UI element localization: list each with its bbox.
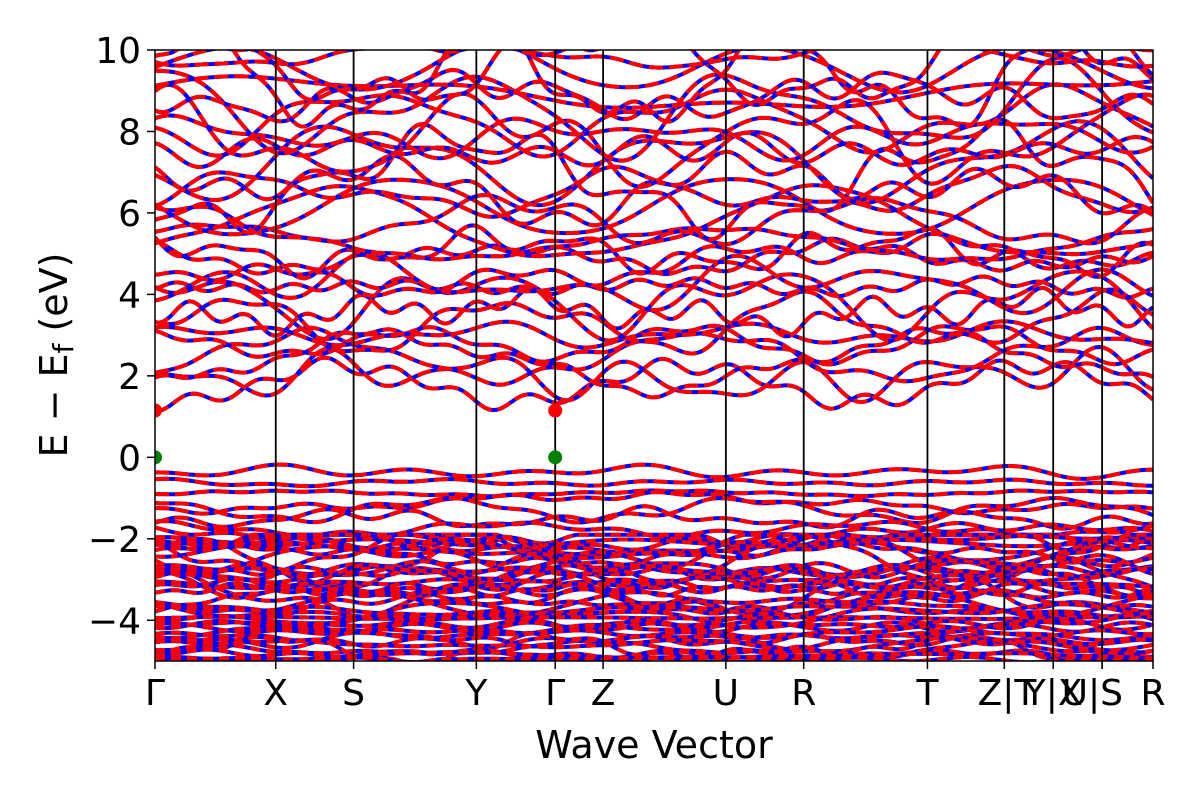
band-lines bbox=[155, 50, 1153, 661]
band-line-spin-down bbox=[155, 50, 1153, 95]
x-tick-label: X bbox=[263, 673, 288, 714]
band-line-spin-down bbox=[155, 344, 1153, 405]
x-tick-label: R bbox=[791, 673, 816, 714]
y-tick-label: 4 bbox=[118, 275, 141, 316]
band-line-spin-down bbox=[252, 50, 1153, 108]
band-line-spin-down bbox=[155, 192, 1153, 247]
band-line-spin-down bbox=[155, 504, 1153, 531]
x-tick-label: Γ bbox=[145, 673, 165, 714]
y-axis-label: E − Ef (eV) bbox=[32, 253, 80, 458]
band-line-spin-down bbox=[155, 323, 1153, 367]
x-tick-label: U bbox=[713, 673, 739, 714]
band-line-spin-down bbox=[155, 488, 1153, 499]
band-line-spin-down bbox=[155, 163, 1153, 219]
band-line-spin-down bbox=[155, 67, 1153, 124]
x-tick-label: R bbox=[1140, 673, 1165, 714]
band-line-spin-down bbox=[155, 495, 1153, 525]
y-tick-label: 6 bbox=[118, 194, 141, 235]
band-line-spin-down bbox=[155, 567, 1153, 620]
band-line-spin-down bbox=[155, 551, 1153, 581]
band-line-spin-down bbox=[155, 183, 1153, 259]
band-line-spin-down bbox=[155, 223, 1153, 281]
x-tick-label: Γ bbox=[545, 673, 565, 714]
band-line-spin-down bbox=[155, 490, 1153, 516]
high-symmetry-lines bbox=[274, 50, 1104, 661]
band-line-spin-down bbox=[155, 274, 1153, 300]
band-line-spin-down bbox=[155, 74, 1153, 110]
band-line-spin-up bbox=[155, 177, 1153, 237]
x-tick-label: Y|X bbox=[1023, 673, 1083, 714]
band-line-spin-down bbox=[155, 56, 1153, 163]
band-line-spin-down bbox=[155, 177, 1153, 237]
band-line-spin-down bbox=[155, 325, 1153, 387]
x-tick-label: |T bbox=[1002, 673, 1037, 714]
x-axis-ticks: Γ X S Y Γ Z U R T Z |TY|XU| S R bbox=[145, 661, 1166, 714]
x-tick-label: S bbox=[1100, 673, 1123, 714]
x-tick-label: Y bbox=[464, 673, 488, 714]
band-line-spin-down bbox=[155, 287, 1153, 356]
x-tick-label: T bbox=[915, 673, 939, 714]
y-tick-label: −4 bbox=[88, 601, 141, 642]
y-tick-label: 0 bbox=[118, 438, 141, 479]
y-tick-label: 2 bbox=[118, 357, 141, 398]
x-tick-label: Z bbox=[591, 673, 616, 714]
band-line-spin-down bbox=[155, 540, 1153, 567]
band-line-spin-down bbox=[155, 532, 1153, 573]
x-tick-label: U| bbox=[1062, 673, 1100, 714]
band-line-spin-down bbox=[155, 236, 1153, 277]
band-line-spin-down bbox=[155, 249, 1153, 316]
band-line-spin-down bbox=[155, 326, 1153, 400]
plot-frame bbox=[154, 49, 1154, 662]
band-line-spin-down bbox=[155, 536, 1153, 579]
y-tick-label: −2 bbox=[88, 520, 141, 561]
cbm-marker bbox=[155, 403, 162, 418]
x-tick-label: Z bbox=[978, 673, 1003, 714]
band-line-spin-down bbox=[155, 604, 1153, 619]
band-line-spin-down bbox=[155, 620, 1153, 635]
y-tick-label: 8 bbox=[118, 112, 141, 153]
cbm-marker bbox=[548, 403, 563, 418]
vbm-marker bbox=[548, 450, 563, 465]
y-axis-ticks: −4 −2 0 2 4 6 8 10 bbox=[88, 31, 155, 642]
y-tick-label: 10 bbox=[95, 31, 141, 72]
band-line-spin-down bbox=[225, 50, 1153, 58]
band-line-spin-down bbox=[155, 476, 1153, 489]
x-tick-label: S bbox=[342, 673, 365, 714]
vbm-marker bbox=[155, 450, 162, 465]
band-line-spin-down bbox=[155, 82, 1153, 189]
band-line-spin-down bbox=[155, 575, 1153, 592]
band-line-spin-up bbox=[225, 50, 1153, 58]
band-line-spin-down bbox=[171, 655, 1153, 661]
extrema-markers bbox=[155, 403, 563, 465]
band-line-spin-down bbox=[155, 50, 1153, 129]
band-line-spin-down bbox=[155, 117, 1153, 242]
x-axis-label: Wave Vector bbox=[535, 723, 773, 767]
band-line-spin-down bbox=[155, 520, 1153, 554]
band-line-spin-down bbox=[155, 614, 1153, 622]
band-line-spin-up bbox=[155, 344, 1153, 405]
band-line-spin-down bbox=[155, 462, 1153, 481]
